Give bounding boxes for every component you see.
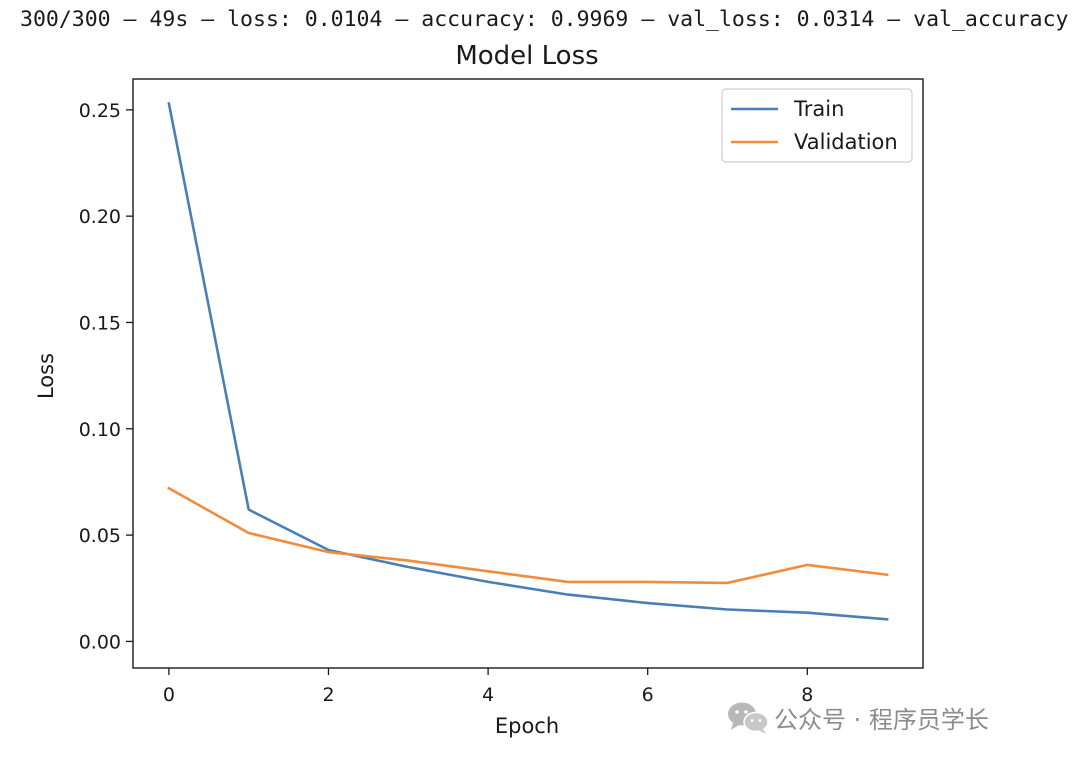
y-tick-label: 0.25 [79, 100, 121, 122]
y-tick-label: 0.00 [79, 631, 121, 653]
legend: Train Validation [721, 88, 913, 163]
legend-label-train: Train [793, 97, 844, 121]
y-tick-label: 0.15 [79, 312, 121, 334]
x-axis-label: Epoch [495, 714, 559, 738]
plot-lines [167, 101, 889, 621]
watermark: 公众号 · 程序员学长 [726, 697, 989, 737]
y-tick-label: 0.10 [79, 419, 121, 441]
watermark-text: 公众号 · 程序员学长 [774, 705, 989, 734]
training-log-line: 300/300 — 49s — loss: 0.0104 — accuracy:… [20, 7, 1069, 32]
x-axis-ticks: 0 2 4 6 8 [163, 668, 813, 706]
legend-items: Train Validation [731, 97, 898, 154]
y-tick-label: 0.05 [79, 525, 121, 547]
plot-frame [132, 78, 924, 669]
y-axis-label: Loss [34, 353, 58, 399]
series-line-validation [167, 486, 889, 585]
y-tick-label: 0.20 [79, 206, 121, 228]
legend-box [721, 88, 913, 163]
series-line-train [167, 101, 889, 621]
x-tick-label: 0 [163, 684, 175, 706]
x-tick-label: 8 [801, 684, 813, 706]
x-tick-label: 4 [482, 684, 494, 706]
legend-label-validation: Validation [794, 130, 898, 154]
y-axis-ticks: 0.00 0.05 0.10 0.15 0.20 0.25 [79, 100, 133, 653]
x-tick-label: 6 [642, 684, 654, 706]
chart-title: Model Loss [455, 41, 598, 71]
wechat-icon [728, 702, 769, 734]
x-tick-label: 2 [322, 684, 334, 706]
